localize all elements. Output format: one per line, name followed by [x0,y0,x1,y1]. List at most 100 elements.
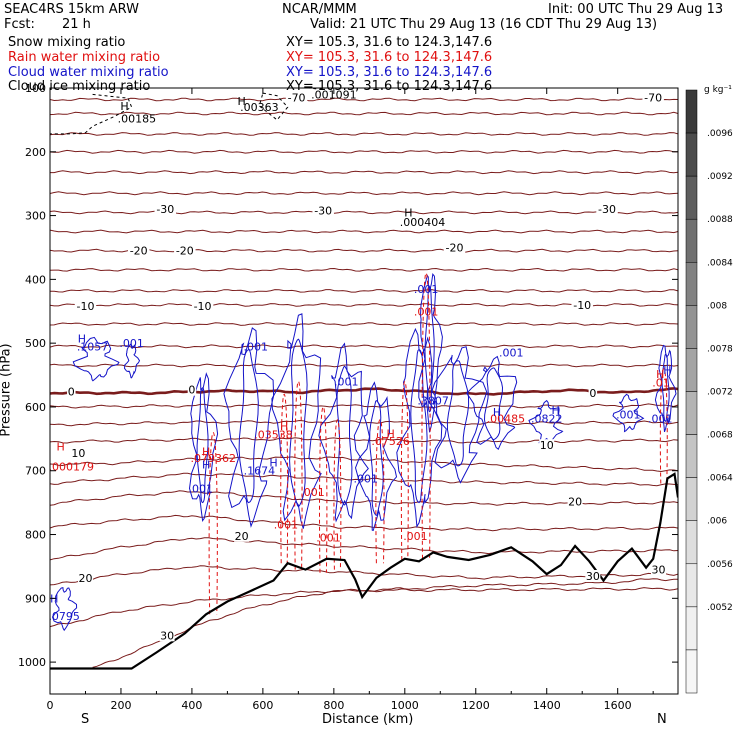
colorbar-label: .0096 [707,129,733,139]
center-title: NCAR/MMM [282,2,357,17]
snow-ice-label: H [314,77,322,90]
isotherm-line [50,191,678,196]
isotherm-label-bg [70,446,86,459]
y-tick-label: 500 [25,337,46,350]
colorbar-label: .0084 [707,258,733,268]
cloud-water-contour [396,327,443,528]
y-tick-label: 200 [25,146,46,159]
cloud-water-contour [271,313,322,529]
cloud-water-label: .001 [119,337,144,350]
isotherm-line [50,248,678,253]
y-tick-label: 600 [25,401,46,414]
isotherm-line [50,132,678,136]
cloud-water-contour [354,381,398,532]
cloud-water-label: .001 [189,483,214,496]
rain-water-contour [659,368,668,484]
isotherm-line [50,289,678,293]
colorbar-label: .0078 [707,344,733,354]
colorbar-label: .0088 [707,215,733,225]
isotherm-label-bg [154,203,177,216]
cloud-water-label: .001 [616,409,641,422]
colorbar-swatch [685,132,698,177]
colorbar-label: .008 [707,301,727,311]
cloud-water-label: H [202,458,210,471]
rain-water-contour [333,419,342,570]
isotherm-label-bg [585,569,601,582]
rain-water-contour [280,393,289,564]
isotherm-label: 20 [235,530,249,543]
isotherm-label: -10 [573,299,591,312]
colorbar: .0096 .0092 .0088 .0084 .008 .0078 .0072 .0068.… [685,89,733,694]
isotherm-label: 0 [188,384,195,397]
isotherm-label-bg [567,495,583,508]
rain-water-contour [375,419,385,564]
cloud-water-label: H [493,406,501,419]
snow-ice-contour [258,92,289,121]
isotherm-label-bg [312,204,334,217]
isotherm-label: -10 [194,300,212,313]
isotherm-line [50,267,678,272]
isotherm-label: -20 [176,245,194,258]
x-endpoint-right: N [657,712,667,727]
rain-water-label: H [202,446,210,459]
isotherm-line [50,537,678,561]
isotherm-label-bg [285,91,308,104]
isotherm-label-bg [596,203,618,216]
isotherm-line [50,210,678,215]
isotherm-label-bg [174,244,196,257]
x-tick-label: 1200 [462,699,490,712]
x-tick-label: 0 [47,699,54,712]
isotherm-line [50,565,678,586]
model-title: SEAC4RS 15km ARW [4,2,140,17]
isotherm-line [50,344,678,349]
isotherm-label: -10 [76,300,94,313]
cloud-water-label: .001 [499,347,524,360]
y-tick-label: 700 [25,465,46,478]
cloud-water-contour [72,336,120,382]
isotherm-label: 30 [586,570,600,583]
rain-water-label: .001 [403,530,428,543]
isotherm-label-bg [588,386,598,399]
rain-water-label: .03538 [254,428,293,441]
cloud-water-contour [51,586,78,632]
terrain-layer [50,472,678,670]
field-cloud-water-label: Cloud water mixing ratio [8,65,169,80]
rain-water-label: H [386,428,394,441]
y-tick-label: 900 [25,592,46,605]
rain-water-layer [208,272,668,615]
y-tick-label: 1000 [18,656,46,669]
isotherm-label-bg [67,385,76,398]
isotherm-label: -30 [598,203,616,216]
field-cloud-ice-label: Cloud ice mixing ratio [8,79,151,94]
field-cloud-ice-xsec: XY= 105.3, 31.6 to 124.3,147.6 [286,79,493,94]
cloud-water-contour [123,343,141,379]
rain-water-contour [294,380,303,570]
colorbar-swatch [685,89,698,134]
colorbar-swatch [685,477,698,521]
rain-water-label: H [280,420,288,433]
cloud-water-contour-inner [238,348,259,504]
colorbar-label: .0052 [707,603,733,613]
contour-label-layer: -70 -70 -30 -30 -30 -20 -20 -20 -10 -10 -10 0 0 0 10 10… [50,77,673,642]
isotherm-label-bg [571,298,593,311]
isotherm-layer [50,97,678,668]
isotherm-line [50,456,678,473]
y-tick-label: 400 [25,273,46,286]
isotherm-label-bg [187,383,197,396]
field-snow-xsec: XY= 105.3, 31.6 to 124.3,147.6 [286,35,493,50]
colorbar-swatch [685,391,698,435]
cloud-water-contour-inner [661,353,670,422]
isotherm-label: 20 [78,572,92,585]
cloud-water-contour-inner [196,387,209,504]
isotherm-line [50,170,678,175]
cloud-water-label: .001 [414,283,439,296]
isotherm-label-bg [77,571,93,584]
cloud-water-label: H [663,364,671,377]
isotherm-label-bg [443,241,466,254]
fcst-label: Fcst: [4,17,35,32]
isotherm-label-bg [539,439,555,452]
isotherm-label: 10 [540,439,554,452]
cloud-water-label: .0822 [531,412,563,425]
